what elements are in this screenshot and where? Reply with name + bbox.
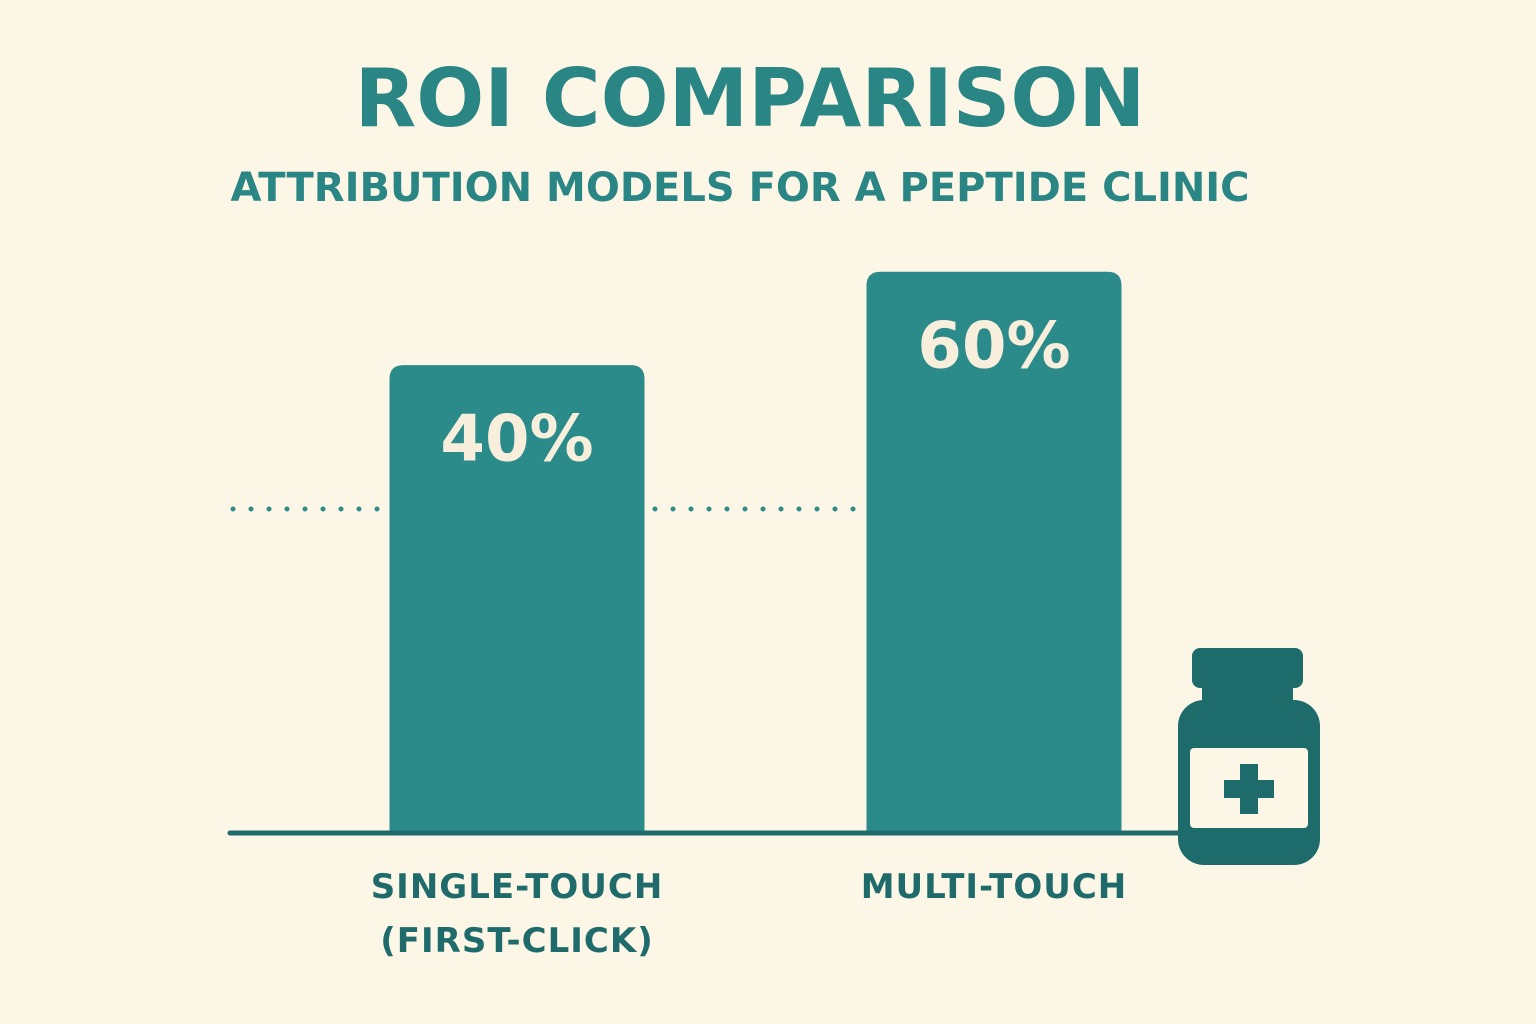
bar: [866, 271, 1122, 832]
bar: [389, 365, 645, 832]
bottle-cap: [1192, 648, 1303, 688]
bottle-icon: [1178, 648, 1320, 865]
cross: [1224, 780, 1274, 798]
chart-subtitle: ATTRIBUTION MODELS FOR A PEPTIDE CLINIC: [230, 165, 1249, 211]
chart-title: ROI COMPARISON: [355, 52, 1146, 145]
category-label: MULTI-TOUCH: [860, 867, 1128, 907]
category-label: SINGLE-TOUCH (FIRST-CLICK): [370, 867, 664, 961]
bars: [389, 271, 1122, 832]
value-label: 60%: [917, 309, 1070, 383]
value-label: 40%: [440, 403, 593, 477]
